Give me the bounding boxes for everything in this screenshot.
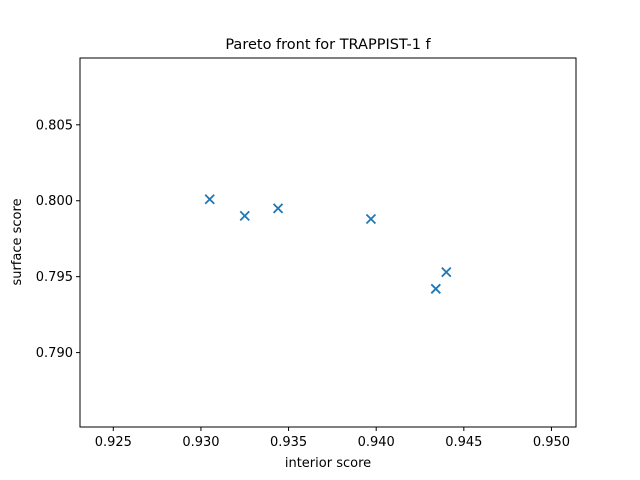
marks-layer: [204, 194, 452, 294]
y-axis-label: surface score: [10, 198, 25, 285]
y-tick-label: 0.795: [36, 270, 73, 285]
scatter-point: [204, 194, 215, 205]
plot-area-frame: [79, 57, 577, 428]
scatter-point: [430, 283, 441, 294]
x-tick-label: 0.930: [182, 435, 219, 450]
y-tick-label: 0.800: [36, 194, 73, 209]
chart-title: Pareto front for TRAPPIST-1 f: [225, 37, 431, 53]
scatter-point: [239, 210, 250, 222]
x-tick-label: 0.925: [95, 435, 132, 450]
scatter-point: [272, 203, 284, 214]
scatter-point: [365, 213, 377, 225]
y-tick-label: 0.790: [36, 346, 73, 361]
y-tick-label: 0.805: [36, 118, 73, 133]
x-axis-ticks: 0.925 0.930 0.935 0.940 0.945 0.950: [95, 427, 570, 450]
x-tick-label: 0.945: [445, 435, 482, 450]
x-tick-label: 0.940: [358, 435, 395, 450]
scatter-point: [441, 266, 452, 278]
x-tick-label: 0.950: [533, 435, 570, 450]
y-axis-ticks: 0.790 0.795 0.800 0.805: [36, 118, 80, 361]
x-tick-label: 0.935: [270, 435, 307, 450]
x-axis-label: interior score: [285, 456, 371, 471]
